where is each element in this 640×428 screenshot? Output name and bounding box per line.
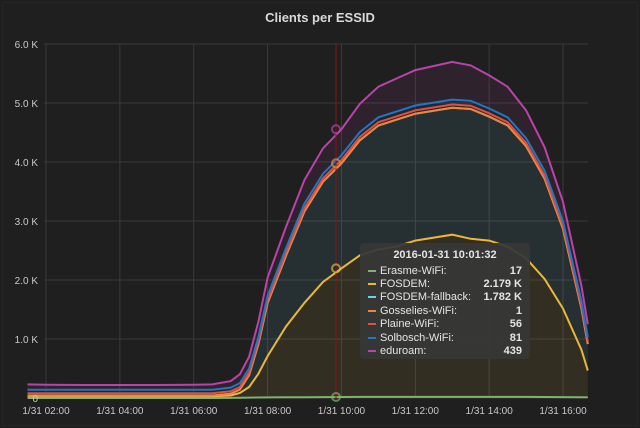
series-color-swatch <box>368 336 376 339</box>
tooltip-series-name: Gosselies-WiFi: <box>380 304 458 317</box>
hover-markers <box>331 124 341 402</box>
series-lines <box>27 60 589 399</box>
tooltip-timestamp: 2016-01-31 10:01:32 <box>393 249 497 261</box>
x-tick-label: 1/31 12:00 <box>392 406 440 417</box>
tooltip-row: FOSDEM: 2.179 K <box>368 277 522 290</box>
series-color-swatch <box>368 309 376 312</box>
series-color-swatch <box>368 269 376 272</box>
hover-point-marker <box>331 263 341 274</box>
tooltip-series-name: FOSDEM: <box>380 278 431 291</box>
grid-lines <box>44 43 588 399</box>
tooltip-series-value: 17 <box>509 264 522 277</box>
tooltip-row: FOSDEM-fallback: 1.782 K <box>368 291 522 304</box>
x-tick-label: 1/31 04:00 <box>96 406 144 417</box>
hover-point-marker <box>331 392 341 402</box>
tooltip-series-value: 81 <box>509 331 522 344</box>
series-line-plaine-wifi <box>27 103 589 395</box>
y-tick-label: 4.0 K <box>15 158 39 169</box>
x-tick-label: 1/31 14:00 <box>466 406 514 417</box>
y-tick-label: 5.0 K <box>15 99 39 110</box>
x-tick-label: 1/31 08:00 <box>244 406 292 417</box>
y-tick-label: 2.0 K <box>15 276 39 287</box>
tooltip-row: Solbosch-WiFi: 81 <box>368 331 522 344</box>
tooltip-series-value: 1 <box>515 304 522 317</box>
tooltip-series-name: eduroam: <box>380 345 427 358</box>
series-color-swatch <box>368 350 376 353</box>
hover-point-marker <box>331 158 341 169</box>
tooltip-series-value: 56 <box>509 318 522 331</box>
y-tick-label: 0 <box>32 394 38 405</box>
x-axis: 1/31 02:00 1/31 04:00 1/31 06:00 1/31 08:00… <box>22 406 587 417</box>
tooltip-series-value: 1.782 K <box>483 291 522 304</box>
tooltip-series-value: 439 <box>503 345 522 358</box>
series-color-swatch <box>368 323 376 326</box>
tooltip-series-name: Plaine-WiFi: <box>380 318 440 331</box>
x-tick-label: 1/31 02:00 <box>22 406 70 417</box>
y-tick-label: 6.0 K <box>15 40 39 51</box>
tooltip-row: eduroam: 439 <box>368 344 522 357</box>
tooltip-series-name: Solbosch-WiFi: <box>380 331 454 344</box>
series-area-fosdem-fallback <box>27 107 588 397</box>
tooltip-row: Erasme-WiFi: 17 <box>368 264 522 277</box>
x-tick-label: 1/31 16:00 <box>539 406 587 417</box>
x-tick-label: 1/31 06:00 <box>170 406 218 417</box>
series-color-swatch <box>368 283 376 286</box>
panel-title[interactable]: Clients per ESSID <box>265 10 375 25</box>
tooltip-series-name: FOSDEM-fallback: <box>380 291 472 304</box>
hover-tooltip: 2016-01-31 10:01:32 Erasme-WiFi: 17 FOSDEM… <box>360 243 530 359</box>
series-color-swatch <box>368 296 376 299</box>
y-axis: 0 1.0 K 2.0 K 3.0 K 4.0 K 5.0 K 6.0 K <box>15 40 39 405</box>
y-tick-label: 3.0 K <box>15 217 39 228</box>
tooltip-series-value: 2.179 K <box>483 278 522 291</box>
hover-point-marker <box>331 124 341 135</box>
tooltip-row: Plaine-WiFi: 56 <box>368 318 522 331</box>
tooltip-series-name: Erasme-WiFi: <box>380 264 447 277</box>
tooltip-row: Gosselies-WiFi: 1 <box>368 304 522 317</box>
series-line-gosselies-wifi <box>27 106 589 397</box>
x-tick-label: 1/31 10:00 <box>318 406 366 417</box>
y-tick-label: 1.0 K <box>15 335 39 346</box>
series-line-eduroam <box>27 60 589 386</box>
